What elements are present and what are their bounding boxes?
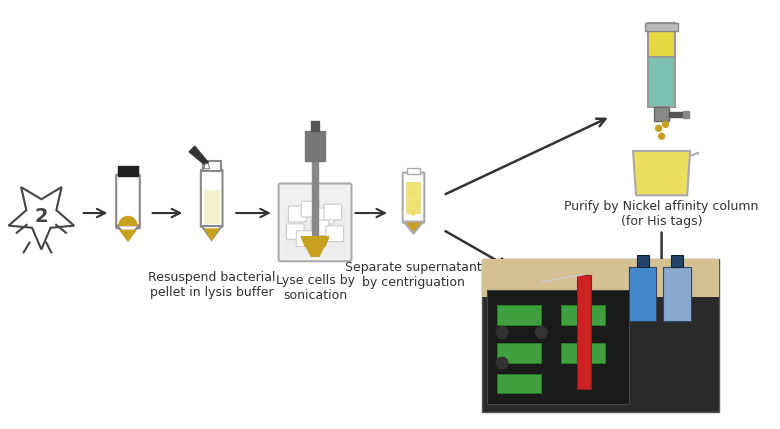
Circle shape xyxy=(414,201,418,205)
Bar xyxy=(497,343,541,363)
Polygon shape xyxy=(404,222,424,233)
Polygon shape xyxy=(305,245,325,257)
Polygon shape xyxy=(305,131,325,161)
Polygon shape xyxy=(301,237,329,247)
Circle shape xyxy=(496,326,508,338)
FancyBboxPatch shape xyxy=(301,201,319,217)
Polygon shape xyxy=(312,151,318,249)
Bar xyxy=(204,190,219,224)
Polygon shape xyxy=(204,164,210,169)
Text: Purify by Nickel affinity column
(for His tags): Purify by Nickel affinity column (for Hi… xyxy=(565,200,759,228)
FancyBboxPatch shape xyxy=(324,204,342,220)
FancyBboxPatch shape xyxy=(116,175,140,228)
Bar xyxy=(482,259,718,297)
Bar xyxy=(497,374,541,393)
Bar xyxy=(663,267,691,321)
Bar xyxy=(406,181,421,214)
Polygon shape xyxy=(9,187,74,249)
Polygon shape xyxy=(311,121,319,131)
FancyBboxPatch shape xyxy=(278,184,352,261)
Bar xyxy=(284,205,346,257)
Wedge shape xyxy=(119,217,136,225)
Polygon shape xyxy=(669,112,683,117)
Circle shape xyxy=(409,191,413,195)
Bar xyxy=(645,23,679,31)
Circle shape xyxy=(656,125,661,131)
FancyBboxPatch shape xyxy=(316,208,334,224)
Text: Separate supernatant
by centriguation: Separate supernatant by centriguation xyxy=(345,261,482,289)
FancyBboxPatch shape xyxy=(326,226,344,242)
Polygon shape xyxy=(654,107,669,121)
Polygon shape xyxy=(648,57,675,107)
Circle shape xyxy=(412,211,416,215)
Bar xyxy=(482,259,718,412)
Polygon shape xyxy=(633,151,690,195)
Bar xyxy=(636,255,649,267)
Text: 2: 2 xyxy=(34,208,48,227)
Bar xyxy=(497,305,541,325)
Polygon shape xyxy=(683,111,690,118)
Polygon shape xyxy=(202,226,222,240)
Polygon shape xyxy=(309,141,321,151)
Polygon shape xyxy=(117,225,139,239)
Bar xyxy=(561,305,605,325)
Bar xyxy=(577,275,590,389)
Text: Lyse cells by
sonication: Lyse cells by sonication xyxy=(275,274,355,302)
Circle shape xyxy=(496,357,508,369)
FancyBboxPatch shape xyxy=(311,220,329,236)
Polygon shape xyxy=(190,146,208,165)
Bar xyxy=(488,290,629,404)
FancyBboxPatch shape xyxy=(286,224,304,240)
Bar xyxy=(118,166,138,175)
Circle shape xyxy=(658,133,665,139)
Bar xyxy=(203,161,221,171)
Bar xyxy=(629,267,657,321)
FancyBboxPatch shape xyxy=(402,172,424,223)
Circle shape xyxy=(536,326,548,338)
FancyBboxPatch shape xyxy=(296,231,314,247)
Polygon shape xyxy=(648,23,675,57)
Bar xyxy=(672,255,683,267)
Bar xyxy=(406,168,420,174)
FancyBboxPatch shape xyxy=(289,206,307,222)
FancyBboxPatch shape xyxy=(200,170,222,227)
Circle shape xyxy=(662,121,668,127)
Bar xyxy=(561,343,605,363)
Text: Resuspend bacterial
pellet in lysis buffer: Resuspend bacterial pellet in lysis buff… xyxy=(148,271,275,299)
Polygon shape xyxy=(205,229,218,240)
Polygon shape xyxy=(120,230,136,241)
